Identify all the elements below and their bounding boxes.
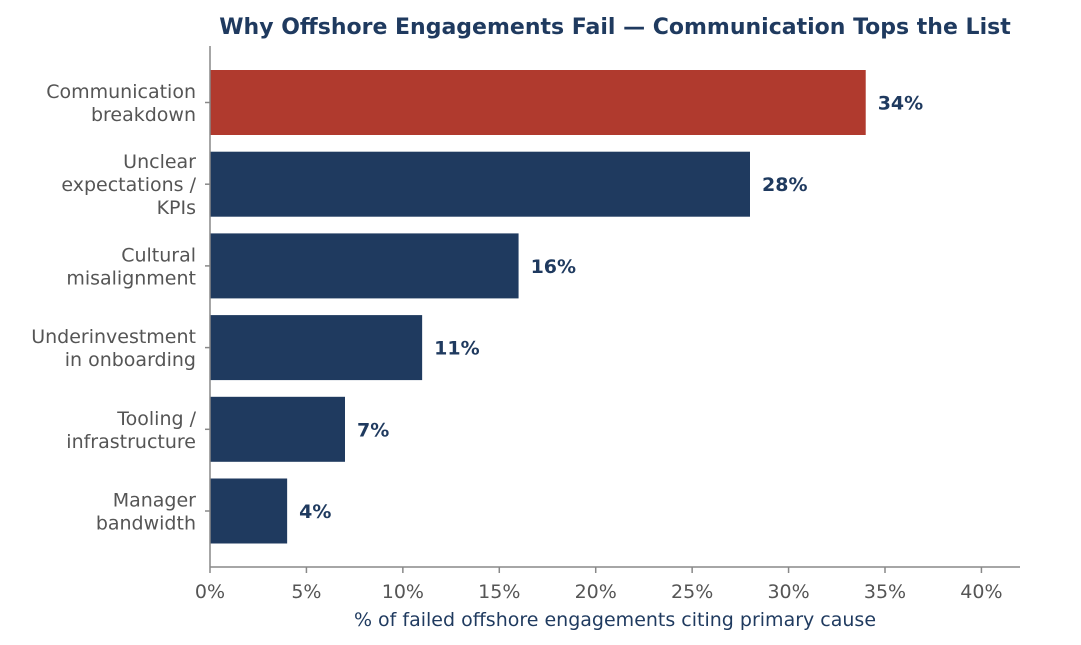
value-label-2: 16% xyxy=(531,256,576,278)
bar-1 xyxy=(210,151,750,217)
x-axis-ticks: 0% 5% 10% 15% 20% 25% 30% 35% 40% xyxy=(195,567,1003,603)
category-label-1: Unclear expectations / KPIs xyxy=(61,151,196,219)
x-tick-label-0: 0% xyxy=(195,581,225,603)
x-tick-label-3: 15% xyxy=(478,581,520,603)
chart-title: Why Offshore Engagements Fail — Communic… xyxy=(219,15,1011,40)
bar-5 xyxy=(210,478,288,544)
x-tick-label-8: 40% xyxy=(960,581,1002,603)
bar-0 xyxy=(210,70,866,135)
bar-2 xyxy=(210,233,519,299)
category-label-0: Communication breakdown xyxy=(46,81,196,126)
value-label-4: 7% xyxy=(357,419,389,441)
x-tick-label-4: 20% xyxy=(575,581,617,603)
category-label-2: Cultural misalignment xyxy=(66,244,196,289)
value-label-1: 28% xyxy=(762,174,807,196)
x-axis-label: % of failed offshore engagements citing … xyxy=(354,609,876,631)
value-label-0: 34% xyxy=(878,93,923,115)
x-tick-label-1: 5% xyxy=(291,581,321,603)
category-labels: Communication breakdown Unclear expectation… xyxy=(31,81,210,535)
bar-3 xyxy=(210,315,423,381)
bar-4 xyxy=(210,396,345,462)
category-label-5: Manager bandwidth xyxy=(96,490,196,535)
value-labels: 34% 28% 16% 11% 7% 4% xyxy=(299,93,923,524)
x-tick-label-7: 35% xyxy=(864,581,906,603)
x-tick-label-6: 30% xyxy=(767,581,809,603)
x-tick-label-5: 25% xyxy=(671,581,713,603)
bars-group xyxy=(210,70,866,544)
value-label-5: 4% xyxy=(299,501,331,523)
category-label-4: Tooling / infrastructure xyxy=(66,408,196,453)
category-label-3: Underinvestment in onboarding xyxy=(31,326,196,371)
value-label-3: 11% xyxy=(434,338,479,360)
x-tick-label-2: 10% xyxy=(382,581,424,603)
